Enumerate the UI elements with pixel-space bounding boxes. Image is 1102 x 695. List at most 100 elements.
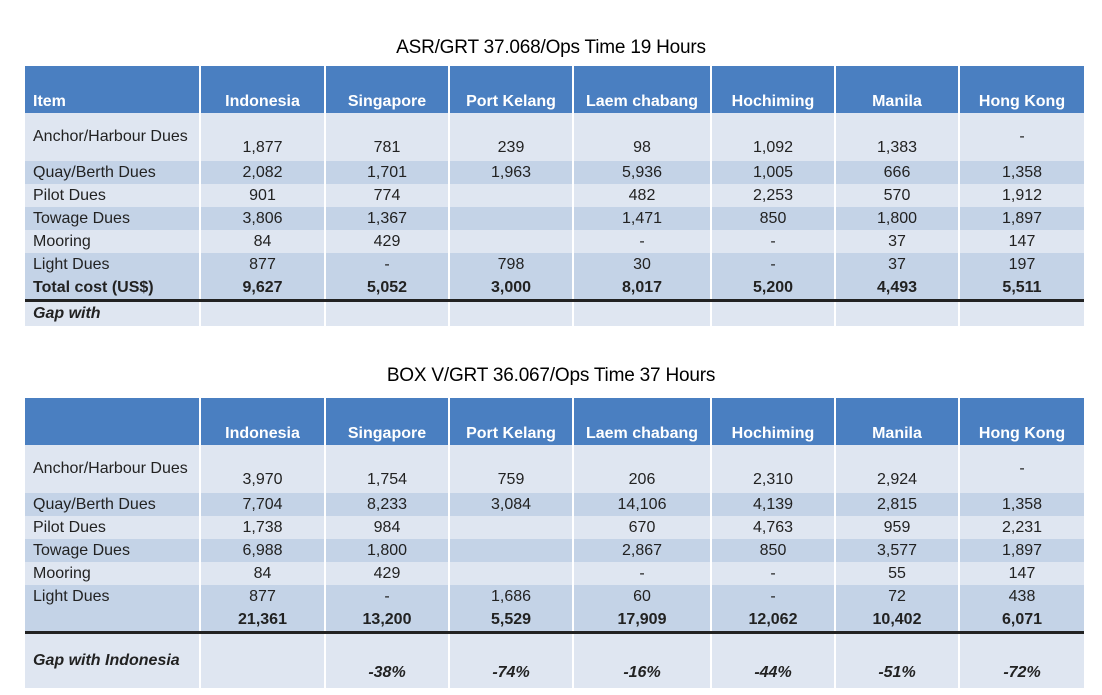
cell-value bbox=[448, 562, 573, 585]
port-cost-table-box: Indonesia Singapore Port Kelang Laem chaban… bbox=[25, 398, 1084, 688]
cell-value: 1,005 bbox=[710, 161, 835, 184]
table-row: Quay/Berth Dues 2,082 1,701 1,963 5,936 1,005… bbox=[25, 161, 1084, 184]
cell-value bbox=[958, 300, 1084, 326]
header-row: Item Indonesia Singapore Port Kelang Laem ch… bbox=[25, 66, 1084, 113]
total-row: Total cost (US$) 9,627 5,052 3,000 8,017 5,20… bbox=[25, 276, 1084, 302]
row-label: Quay/Berth Dues bbox=[25, 493, 200, 516]
cell-value: 759 bbox=[448, 445, 573, 493]
table-row: Light Dues 877-798 30-37 197 bbox=[25, 253, 1084, 276]
table-row: Towage Dues 6,988 1,800 2,867 850 3,577 1,897 bbox=[25, 539, 1084, 562]
cell-value: 3,577 bbox=[834, 539, 959, 562]
cell-value: 17,909 bbox=[572, 608, 711, 634]
row-label: Gap with Indonesia bbox=[25, 632, 200, 688]
cell-value: 1,912 bbox=[958, 184, 1084, 207]
cell-value: 670 bbox=[572, 516, 711, 539]
cell-value: 482 bbox=[572, 184, 711, 207]
header-port: Singapore bbox=[324, 398, 449, 445]
cell-value: 1,897 bbox=[958, 207, 1084, 230]
cell-value: 5,511 bbox=[958, 276, 1084, 302]
row-label: Light Dues bbox=[25, 585, 200, 608]
cell-value: 1,897 bbox=[958, 539, 1084, 562]
header-port: Manila bbox=[834, 398, 959, 445]
cell-value: - bbox=[710, 253, 835, 276]
cell-value: - bbox=[324, 585, 449, 608]
cell-value: 5,052 bbox=[324, 276, 449, 302]
cell-value: 2,310 bbox=[710, 445, 835, 493]
cell-value: 1,092 bbox=[710, 113, 835, 161]
cell-value: 8,233 bbox=[324, 493, 449, 516]
cell-value: 147 bbox=[958, 562, 1084, 585]
cell-value: - bbox=[710, 562, 835, 585]
cell-value: 1,383 bbox=[834, 113, 959, 161]
header-port: Hochiming bbox=[710, 66, 835, 113]
cell-value: 4,763 bbox=[710, 516, 835, 539]
cell-value bbox=[448, 516, 573, 539]
cell-value: 84 bbox=[199, 230, 325, 253]
cell-value bbox=[448, 184, 573, 207]
cell-value: -16% bbox=[572, 632, 711, 688]
table-row: Mooring 84 429- -37 147 bbox=[25, 230, 1084, 253]
table-row: Anchor/Harbour Dues 3,970 1,754 759 206 2,310… bbox=[25, 445, 1084, 493]
table-row: Pilot Dues 1,738 984 670 4,763 959 2,231 bbox=[25, 516, 1084, 539]
row-label bbox=[25, 608, 200, 634]
cell-value: -38% bbox=[324, 632, 449, 688]
cell-value bbox=[448, 207, 573, 230]
header-port: Hong Kong bbox=[958, 398, 1084, 445]
cell-value: 3,806 bbox=[199, 207, 325, 230]
cell-value: 2,231 bbox=[958, 516, 1084, 539]
header-item: Item bbox=[25, 66, 200, 113]
row-label: Towage Dues bbox=[25, 539, 200, 562]
cell-value bbox=[448, 230, 573, 253]
gap-row: Gap with Indonesia -38% -74% -16% -44% -51% -7… bbox=[25, 632, 1084, 688]
cell-value: 2,815 bbox=[834, 493, 959, 516]
cell-value: 850 bbox=[710, 539, 835, 562]
cell-value: - bbox=[572, 562, 711, 585]
table-row: Pilot Dues 901 774 482 2,253 570 1,912 bbox=[25, 184, 1084, 207]
header-port: Manila bbox=[834, 66, 959, 113]
cell-value bbox=[448, 300, 573, 326]
cell-value bbox=[199, 300, 325, 326]
cell-value: 901 bbox=[199, 184, 325, 207]
cell-value: - bbox=[710, 585, 835, 608]
cell-value: 1,738 bbox=[199, 516, 325, 539]
cell-value: 197 bbox=[958, 253, 1084, 276]
cell-value: -51% bbox=[834, 632, 959, 688]
cell-value: 959 bbox=[834, 516, 959, 539]
cell-value: 1,800 bbox=[324, 539, 449, 562]
cell-value: 9,627 bbox=[199, 276, 325, 302]
cell-value: 6,988 bbox=[199, 539, 325, 562]
table-row: Mooring 84 429- -55 147 bbox=[25, 562, 1084, 585]
cell-value bbox=[834, 300, 959, 326]
cell-value: 37 bbox=[834, 230, 959, 253]
header-port: Laem chabang bbox=[572, 66, 711, 113]
table-row: Anchor/Harbour Dues 1,877 781 239 98 1,092 1,3… bbox=[25, 113, 1084, 161]
cell-value: 21,361 bbox=[199, 608, 325, 634]
cell-value: 14,106 bbox=[572, 493, 711, 516]
cell-value: -44% bbox=[710, 632, 835, 688]
table-row: Towage Dues 3,806 1,367 1,471 850 1,800 1,897 bbox=[25, 207, 1084, 230]
header-port: Hochiming bbox=[710, 398, 835, 445]
cell-value: 1,358 bbox=[958, 161, 1084, 184]
cell-value: 429 bbox=[324, 562, 449, 585]
cell-value: 3,084 bbox=[448, 493, 573, 516]
cell-value: 206 bbox=[572, 445, 711, 493]
cell-value: 12,062 bbox=[710, 608, 835, 634]
cell-value: 4,493 bbox=[834, 276, 959, 302]
cell-value: 37 bbox=[834, 253, 959, 276]
header-port: Laem chabang bbox=[572, 398, 711, 445]
row-label: Total cost (US$) bbox=[25, 276, 200, 302]
cell-value: 60 bbox=[572, 585, 711, 608]
cell-value: 8,017 bbox=[572, 276, 711, 302]
cell-value: 666 bbox=[834, 161, 959, 184]
header-port: Port Kelang bbox=[448, 66, 573, 113]
cell-value: -72% bbox=[958, 632, 1084, 688]
row-label: Anchor/Harbour Dues bbox=[25, 113, 200, 161]
cell-value: 1,963 bbox=[448, 161, 573, 184]
cell-value: 7,704 bbox=[199, 493, 325, 516]
cell-value: 1,471 bbox=[572, 207, 711, 230]
cell-value: 877 bbox=[199, 253, 325, 276]
cell-value: 5,529 bbox=[448, 608, 573, 634]
total-row: 21,361 13,200 5,529 17,909 12,062 10,402 6,071 bbox=[25, 608, 1084, 634]
cell-value: 5,936 bbox=[572, 161, 711, 184]
cell-value: 1,686 bbox=[448, 585, 573, 608]
